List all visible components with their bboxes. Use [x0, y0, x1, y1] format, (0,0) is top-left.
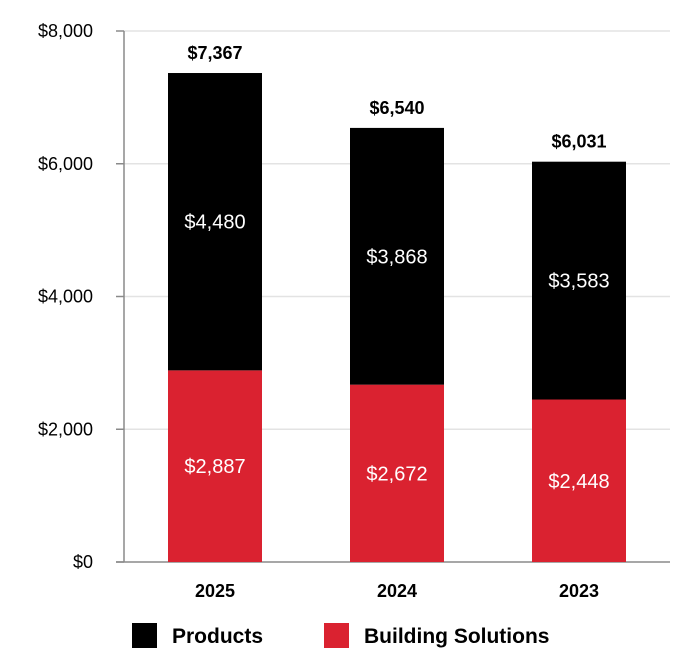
legend: Products Building Solutions [132, 623, 549, 648]
bar-building-solutions-2024 [350, 384, 444, 562]
legend-label-building-solutions: Building Solutions [364, 625, 549, 648]
bars [168, 73, 626, 562]
bar-products-2024 [350, 127, 444, 385]
bar-products-2023-label: $3,583 [548, 271, 609, 293]
total-label-2025: $7,367 [187, 43, 242, 63]
x-tick-label-2024: 2024 [377, 581, 417, 601]
bar-products-2024-label: $3,868 [366, 246, 427, 268]
legend-swatch-building-solutions [324, 623, 349, 648]
x-tick-label-2025: 2025 [195, 581, 235, 601]
bar-building-solutions-2023 [532, 399, 626, 562]
total-label-2023: $6,031 [551, 132, 606, 152]
bar-products-2025-label: $4,480 [184, 212, 245, 234]
y-tick-label: $0 [73, 552, 93, 572]
y-tick-label: $2,000 [38, 419, 93, 439]
total-label-2024: $6,540 [369, 98, 424, 118]
data-labels: $2,887 $4,480 $7,367 $2,672 $3,868 $6,540 $2,4… [184, 43, 609, 493]
bar-building-solutions-2023-label: $2,448 [548, 471, 609, 493]
bar-products-2023 [532, 161, 626, 400]
bar-products-2025 [168, 73, 262, 371]
axes: $0 $2,000 $4,000 $6,000 $8,000 2025 2024 2023 [38, 21, 670, 601]
y-tick-label: $6,000 [38, 154, 93, 174]
legend-label-products: Products [172, 625, 263, 648]
legend-swatch-products [132, 623, 157, 648]
bar-building-solutions-2024-label: $2,672 [366, 463, 427, 485]
bar-building-solutions-2025-label: $2,887 [184, 456, 245, 478]
y-tick-label: $8,000 [38, 21, 93, 41]
y-tick-label: $4,000 [38, 287, 93, 307]
bar-building-solutions-2025 [168, 370, 262, 562]
x-tick-label-2023: 2023 [559, 581, 599, 601]
